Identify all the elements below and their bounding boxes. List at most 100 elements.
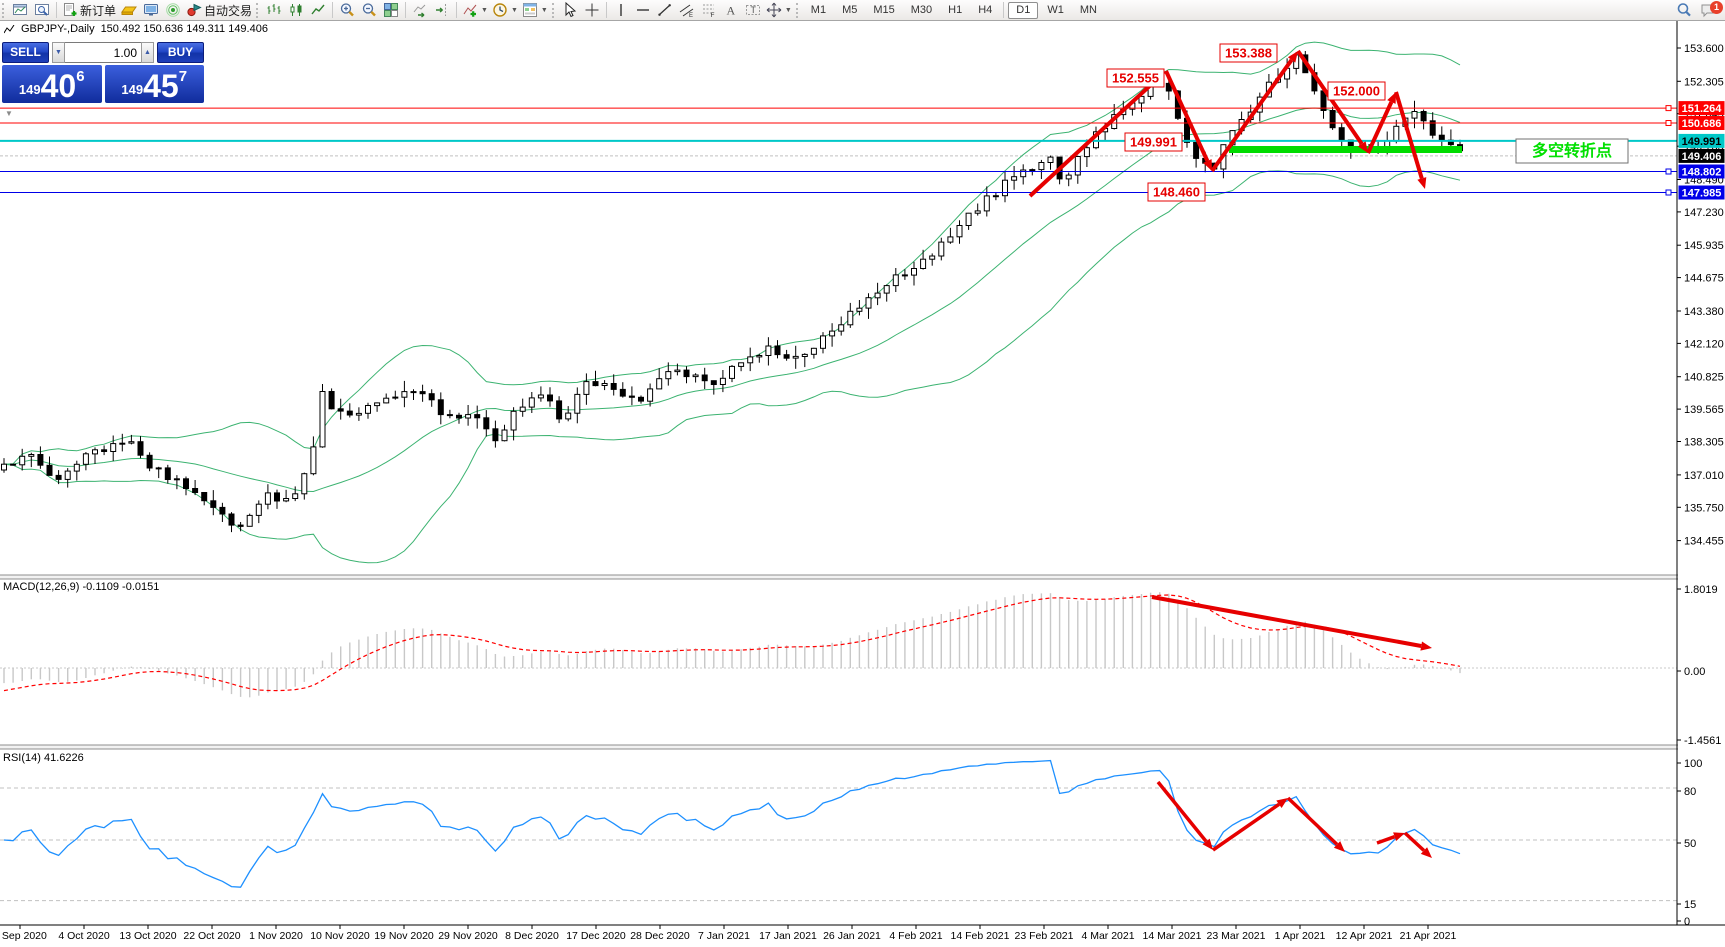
new-chart-button[interactable]: [9, 1, 31, 20]
profiles-button[interactable]: [31, 1, 53, 20]
toolbar-grip: [256, 2, 260, 18]
timeframe-d1-button[interactable]: D1: [1008, 1, 1039, 19]
note-label[interactable]: 多空转折点: [1515, 138, 1629, 164]
timeframe-h1-button[interactable]: H1: [948, 3, 963, 16]
timeframe-h4-button[interactable]: H4: [978, 3, 993, 16]
volume-input[interactable]: [65, 42, 141, 63]
terminal-button[interactable]: [140, 1, 162, 20]
svg-text:152.000: 152.000: [1333, 84, 1380, 99]
dropdown-arrow-icon: ▼: [510, 6, 518, 14]
auto-scroll-button[interactable]: [409, 1, 431, 20]
timeframe-m30-button[interactable]: M30: [910, 3, 933, 16]
rsi-line: [3, 759, 1461, 888]
svg-text:14 Feb 2021: 14 Feb 2021: [951, 930, 1010, 942]
macd-panel[interactable]: [0, 592, 1677, 698]
fibonacci-button[interactable]: F: [698, 1, 720, 20]
volume-increase-button[interactable]: ▲: [141, 42, 154, 63]
ohlc-values: 150.492 150.636 149.311 149.406: [100, 23, 268, 35]
chart-shift-button[interactable]: [431, 1, 453, 20]
buy-button[interactable]: BUY: [157, 42, 204, 63]
svg-text:149.406: 149.406: [1682, 151, 1722, 163]
collapse-panel-button[interactable]: ▼: [5, 109, 13, 118]
timeframe-m15-button[interactable]: M15: [873, 3, 895, 16]
zoom-in-button[interactable]: [336, 1, 358, 20]
arrows-button[interactable]: ▼: [764, 1, 794, 20]
notification-badge: 1: [1710, 0, 1723, 14]
templates-button[interactable]: ▼: [520, 1, 550, 20]
sell-button[interactable]: SELL: [2, 42, 49, 63]
zoom-in-icon: [340, 3, 354, 17]
chart-shift-icon: [436, 4, 447, 16]
price-annotations[interactable]: 152.555 153.388 152.000 149.991 148.460: [1106, 43, 1386, 202]
support-zone-bar[interactable]: [1229, 146, 1462, 153]
svg-text:-1.4561: -1.4561: [1684, 735, 1721, 747]
timeframe-m5-button[interactable]: M5: [842, 3, 858, 16]
add-indicator-button[interactable]: ▼: [460, 1, 490, 20]
new-order-button[interactable]: 新订单: [60, 1, 118, 20]
trendline-button[interactable]: [654, 1, 676, 20]
line-chart-icon: [311, 4, 325, 15]
price-axis[interactable]: 153.600152.305151.045149.785148.490147.2…: [1676, 21, 1725, 928]
svg-text:28 Dec 2020: 28 Dec 2020: [630, 930, 690, 942]
text-button[interactable]: A: [720, 1, 742, 20]
svg-text:149.991: 149.991: [1130, 135, 1177, 150]
svg-text:144.675: 144.675: [1684, 273, 1724, 285]
buy-price-display[interactable]: 149 45 7: [104, 65, 204, 104]
timeframe-m1-button[interactable]: M1: [810, 3, 827, 16]
sell-price-display[interactable]: 149 40 6: [2, 65, 102, 103]
toolbar-grip: [795, 2, 800, 18]
vertical-line-button[interactable]: [610, 1, 632, 20]
volume-decrease-button[interactable]: ▼: [52, 42, 65, 63]
main-chart-panel[interactable]: 152.555 153.388 152.000 149.991 148.460 多空转折点: [0, 41, 1677, 564]
templates-icon: [522, 3, 537, 17]
horizontal-lines[interactable]: [0, 105, 1677, 196]
panel-separator[interactable]: [0, 744, 1725, 750]
chart-context-icon: [4, 24, 15, 33]
toolbar-separator: [1003, 2, 1005, 18]
horizontal-line-button[interactable]: [632, 1, 654, 20]
timeframe-mn-button[interactable]: MN: [1079, 3, 1097, 16]
svg-text:137.010: 137.010: [1684, 470, 1724, 482]
buy-price-big: 45: [143, 68, 179, 104]
buy-price-sup: 7: [178, 68, 188, 85]
crosshair-button[interactable]: [581, 1, 603, 20]
bollinger-bands: [3, 41, 1461, 564]
svg-text:14 Mar 2021: 14 Mar 2021: [1143, 930, 1202, 942]
cursor-icon: [565, 2, 577, 18]
svg-text:142.120: 142.120: [1684, 338, 1724, 350]
zoom-out-button[interactable]: [358, 1, 380, 20]
equidistant-channel-button[interactable]: E: [676, 1, 698, 20]
svg-text:100: 100: [1684, 758, 1702, 770]
chat-button[interactable]: 1: [1695, 0, 1723, 20]
svg-text:26 Jan 2021: 26 Jan 2021: [823, 930, 881, 942]
candles-chart-button[interactable]: [285, 1, 307, 20]
timeframe-w1-button[interactable]: W1: [1047, 3, 1064, 16]
crosshair-icon: [585, 3, 599, 17]
date-axis[interactable]: 4 Sep 2020 4 Oct 2020 13 Oct 2020 22 Oct 20…: [0, 924, 1725, 942]
arrows-icon: [766, 2, 782, 18]
autotrade-button[interactable]: 自动交易: [184, 1, 254, 20]
text-label-button[interactable]: T: [742, 1, 764, 20]
signal-button[interactable]: [162, 1, 184, 20]
periods-icon: [493, 3, 507, 17]
svg-text:147.230: 147.230: [1684, 207, 1724, 219]
metaeditor-button[interactable]: [118, 1, 140, 20]
rsi-panel[interactable]: [0, 759, 1677, 902]
fibonacci-icon: F: [702, 4, 714, 18]
macd-trend-arrow[interactable]: [1151, 595, 1432, 651]
svg-text:23 Feb 2021: 23 Feb 2021: [1015, 930, 1074, 942]
periods-button[interactable]: ▼: [490, 1, 520, 20]
bars-chart-button[interactable]: [263, 1, 285, 20]
panel-separator[interactable]: [0, 574, 1725, 580]
chart-title: GBPJPY-,Daily 150.492 150.636 149.311 14…: [4, 23, 268, 35]
svg-text:23 Mar 2021: 23 Mar 2021: [1207, 930, 1266, 942]
macd-indicator-label: MACD(12,26,9) -0.1109 -0.0151: [3, 581, 160, 593]
cursor-button[interactable]: [559, 1, 581, 20]
current-price-label: [1678, 148, 1725, 163]
line-chart-button[interactable]: [307, 1, 329, 20]
search-button[interactable]: [1673, 1, 1695, 20]
rsi-trend-arrows[interactable]: [1156, 780, 1432, 858]
svg-text:1 Nov 2020: 1 Nov 2020: [249, 930, 303, 942]
tile-windows-button[interactable]: [380, 1, 402, 20]
